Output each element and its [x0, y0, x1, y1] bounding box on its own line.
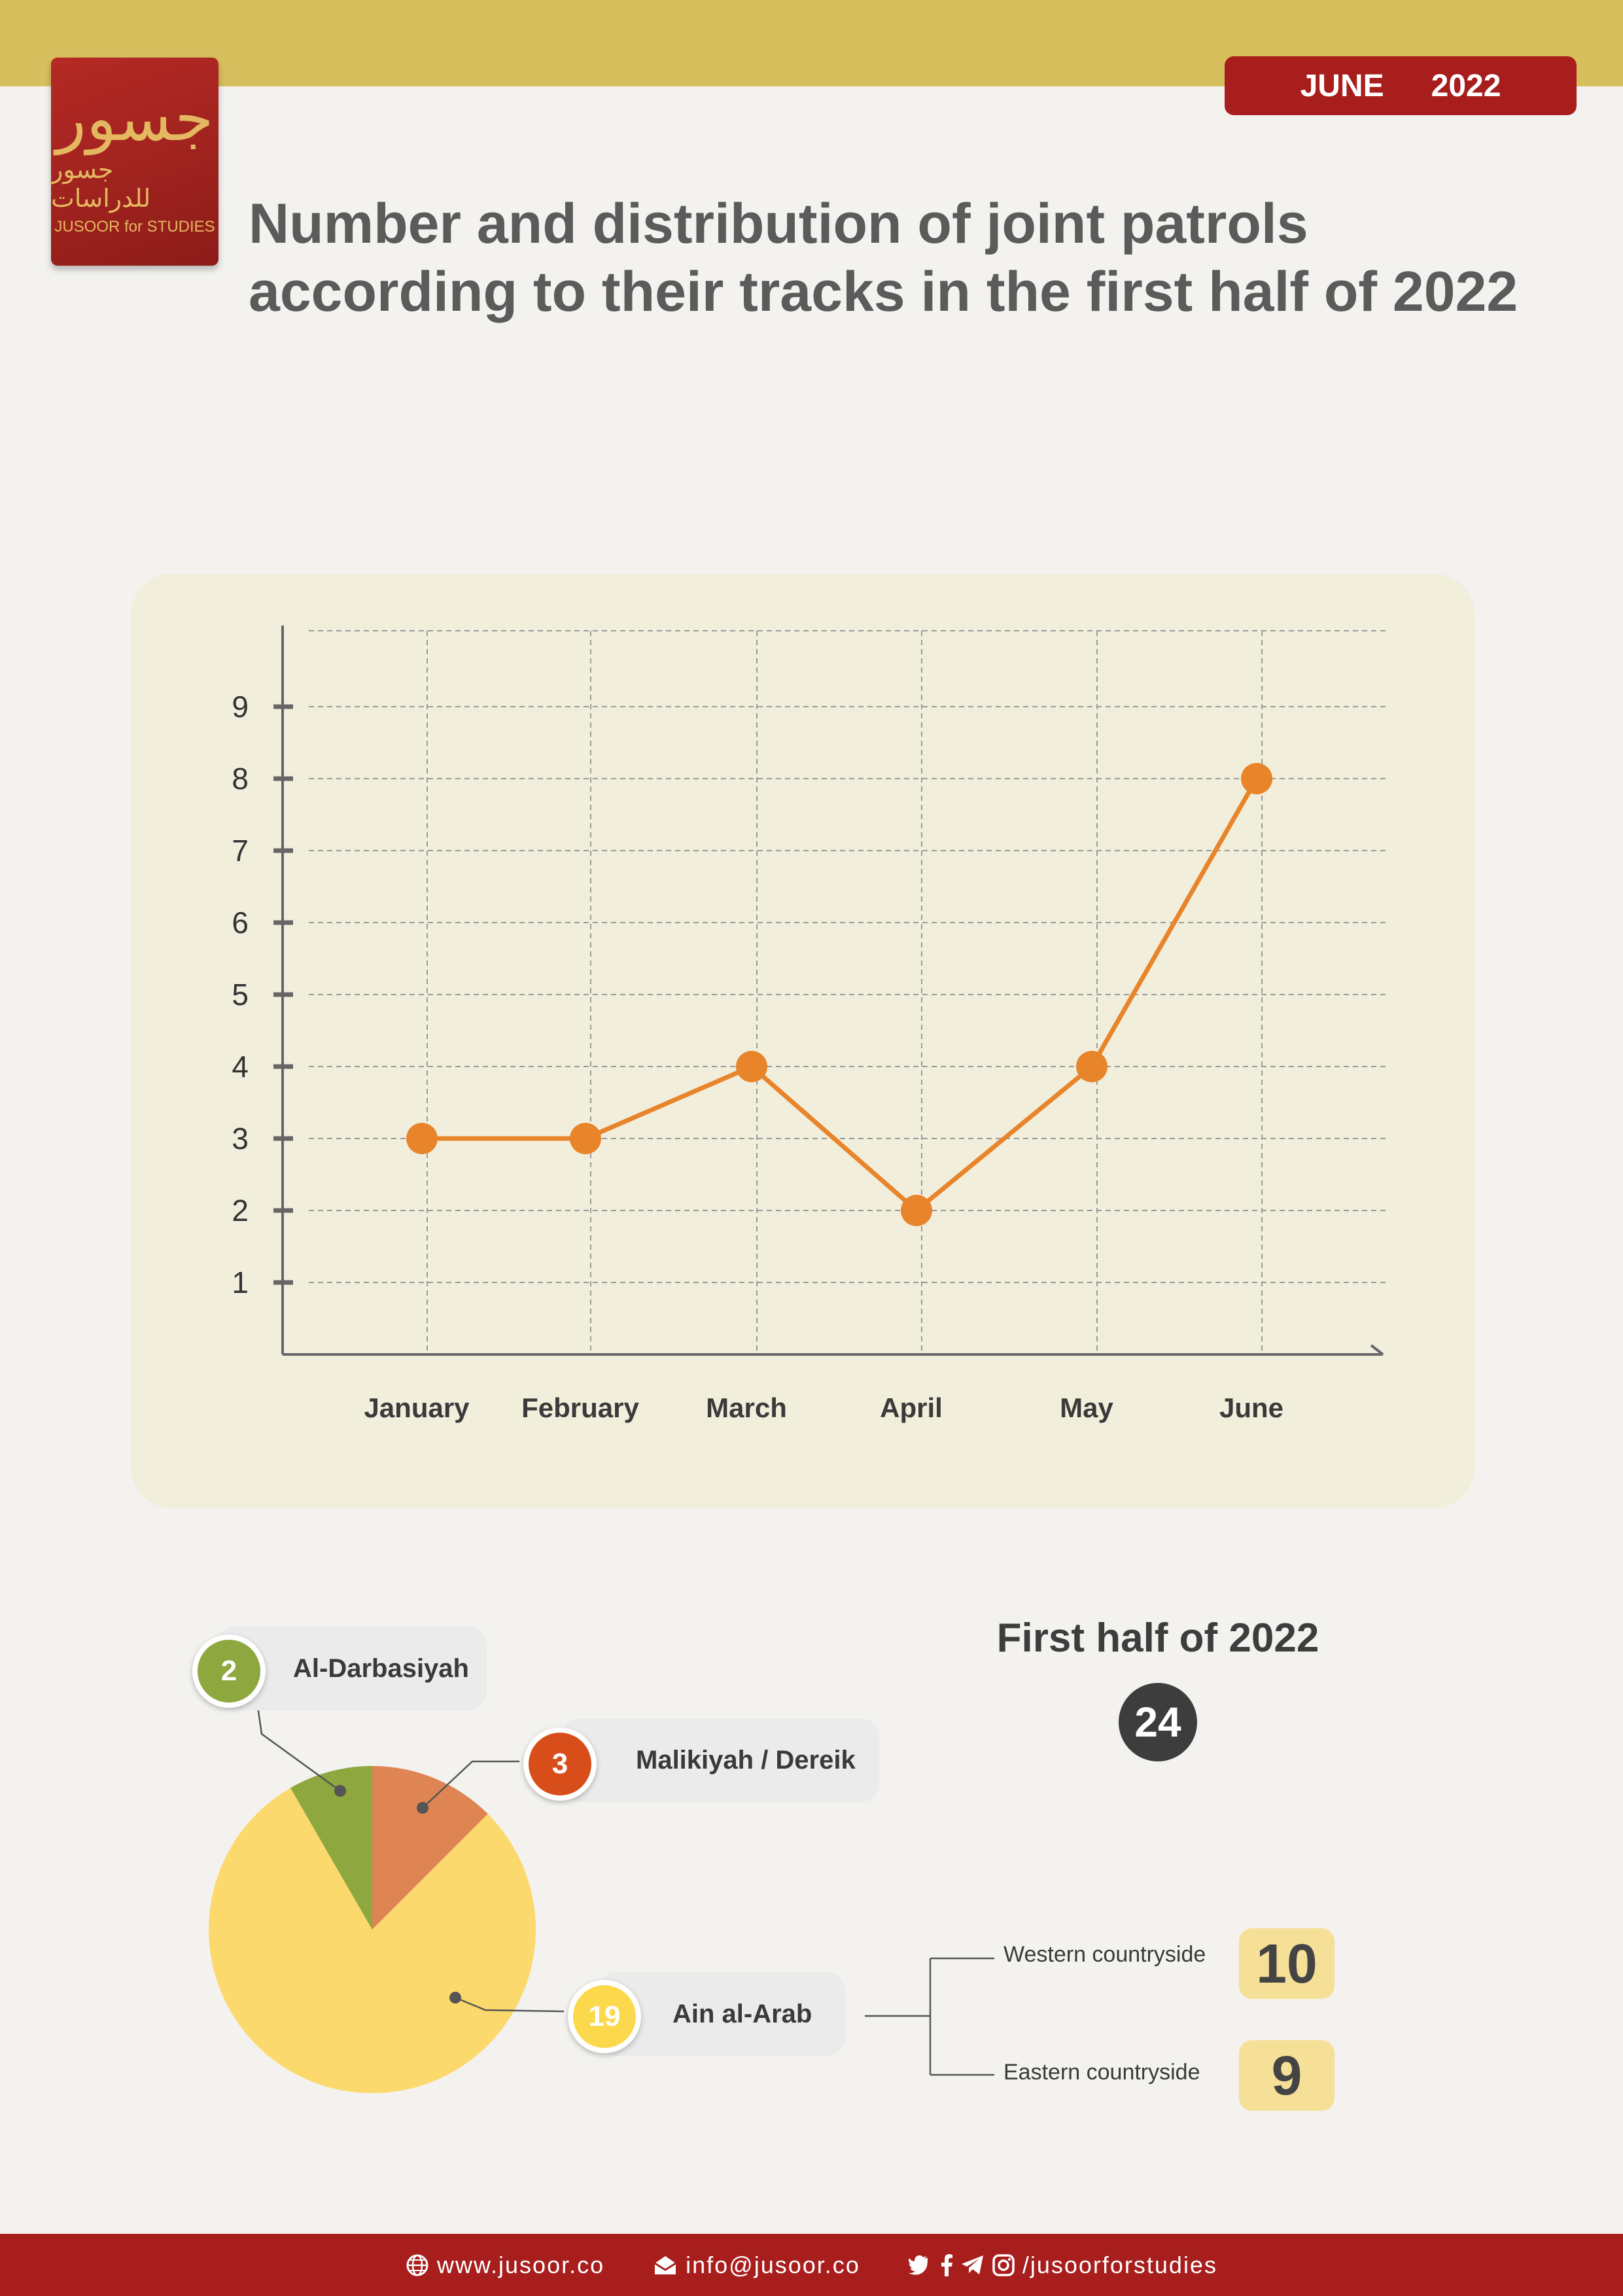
line-chart-panel: 1 2 3 4 5 6 7 8 9 January February March April May Jun…	[131, 573, 1475, 1509]
pie-slice	[372, 1766, 488, 1930]
twitter-icon	[908, 2255, 932, 2275]
pie-slice	[290, 1766, 372, 1930]
logo-english-name: JUSOOR for STUDIES	[54, 218, 215, 236]
jusoor-logo: جسور جسور للدراسات JUSOOR for STUDIES	[51, 58, 218, 266]
summary-total-badge: 24	[1119, 1683, 1197, 1761]
x-tick-label: May	[1060, 1392, 1113, 1423]
label-malikiyah-dereik-text: Malikiyah / Dereik	[636, 1745, 856, 1775]
y-tick-label: 4	[232, 1050, 249, 1084]
badge-malikiyah-dereik-value: 3	[551, 1748, 568, 1780]
series-line	[422, 777, 1259, 1213]
eastern-countryside-label: Eastern countryside	[1003, 2060, 1200, 2085]
western-countryside-value: 10	[1239, 1928, 1335, 1999]
footer-email-text: info@jusoor.co	[686, 2251, 860, 2278]
instagram-icon	[992, 2253, 1015, 2276]
page-title: Number and distribution of joint patrols…	[249, 192, 1518, 323]
y-tick-label: 6	[232, 906, 249, 940]
date-month: JUNE	[1300, 68, 1384, 103]
leader-line	[455, 1996, 565, 2013]
label-ain-al-arab-text: Ain al-Arab	[672, 1999, 812, 2028]
mail-icon	[653, 2254, 678, 2276]
data-point	[406, 1123, 438, 1154]
badge-ain-al-arab-value: 19	[588, 2000, 621, 2032]
footer-email[interactable]: info@jusoor.co	[653, 2252, 860, 2279]
badge-al-darbasiyah: 2	[192, 1634, 266, 1708]
y-tick-label: 7	[232, 834, 249, 868]
badge-ain-al-arab: 19	[568, 1980, 641, 2053]
y-tick-label: 3	[232, 1122, 249, 1156]
badge-malikiyah-dereik: 3	[523, 1727, 597, 1801]
x-tick-label: January	[364, 1392, 470, 1423]
breakdown-bracket	[865, 1957, 994, 2076]
leader-line	[422, 1760, 519, 1809]
y-tick-label: 5	[232, 978, 249, 1012]
telegram-icon	[961, 2255, 985, 2276]
leader-dot	[449, 1992, 461, 2004]
data-point	[901, 1195, 932, 1226]
data-point	[570, 1123, 601, 1154]
footer: www.jusoor.co info@jusoor.co /jusoorfors…	[0, 2234, 1623, 2296]
label-malikiyah-dereik: Malikiyah / Dereik	[561, 1718, 879, 1802]
y-tick-label: 8	[232, 762, 249, 796]
badge-al-darbasiyah-value: 2	[220, 1655, 237, 1687]
data-point	[1241, 763, 1272, 794]
leader-dot	[334, 1785, 346, 1797]
pie-slice	[209, 1788, 536, 2094]
y-tick-label: 1	[232, 1265, 249, 1299]
x-tick-label: April	[880, 1392, 943, 1423]
line-chart: 1 2 3 4 5 6 7 8 9 January February March April May Jun…	[232, 626, 1387, 1423]
logo-arabic-mark: جسور	[56, 82, 214, 155]
globe-icon	[406, 2253, 429, 2277]
eastern-countryside-value: 9	[1239, 2040, 1335, 2111]
x-tick-label: February	[521, 1392, 639, 1423]
date-year: 2022	[1431, 68, 1501, 103]
footer-website[interactable]: www.jusoor.co	[406, 2252, 604, 2279]
x-tick-label: June	[1219, 1392, 1283, 1423]
data-point	[736, 1051, 767, 1082]
date-badge: JUNE 2022	[1225, 56, 1577, 115]
western-countryside-label: Western countryside	[1003, 1942, 1206, 1967]
x-tick-label: March	[706, 1392, 787, 1423]
summary-total-value: 24	[1134, 1699, 1181, 1746]
summary-title: First half of 2022	[996, 1616, 1319, 1661]
leader-dot	[417, 1802, 428, 1814]
x-axis-arrow	[1370, 1344, 1384, 1356]
data-point	[1076, 1051, 1108, 1082]
footer-social[interactable]: /jusoorforstudies	[908, 2251, 1217, 2279]
facebook-icon	[940, 2253, 953, 2276]
y-tick-label: 9	[232, 690, 249, 724]
footer-website-text: www.jusoor.co	[437, 2251, 605, 2278]
footer-social-text: /jusoorforstudies	[1022, 2251, 1217, 2278]
logo-arabic-subtitle: جسور للدراسات	[51, 155, 151, 213]
y-tick-label: 2	[232, 1193, 249, 1227]
label-al-darbasiyah-text: Al-Darbasiyah	[293, 1653, 469, 1683]
